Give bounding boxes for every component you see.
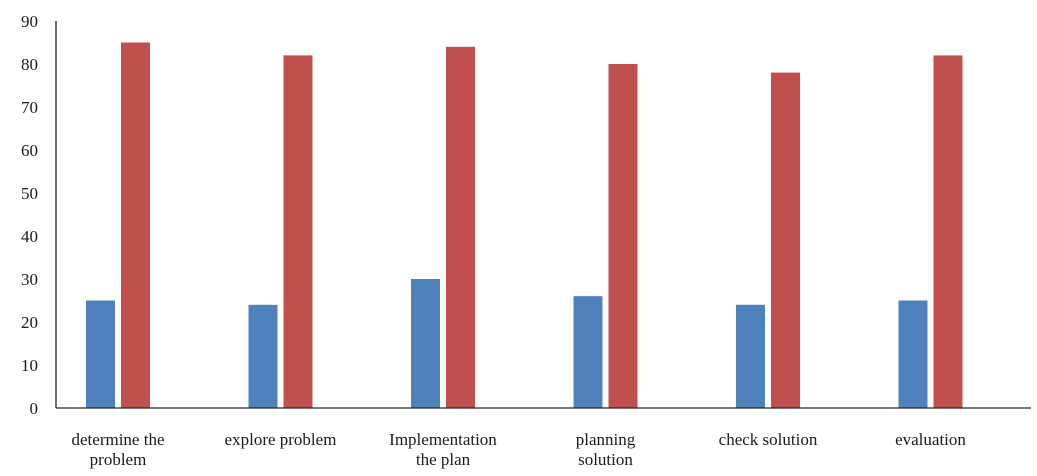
y-tick-label: 0: [30, 399, 39, 418]
x-category-label: check solution: [719, 430, 818, 449]
y-tick-label: 50: [21, 184, 38, 203]
y-tick-label: 30: [21, 270, 38, 289]
bar-series-2-4: [771, 72, 800, 408]
y-tick-label: 10: [21, 356, 38, 375]
x-category-label: explore problem: [225, 430, 337, 449]
y-tick-label: 40: [21, 227, 38, 246]
y-tick-label: 60: [21, 141, 38, 160]
x-category-label: determine the problem: [72, 430, 165, 469]
bar-series-1-4: [736, 304, 765, 408]
bar-series-2-3: [608, 64, 638, 408]
x-category-label: Implementation the plan: [389, 430, 497, 469]
x-category-label: planning solution: [576, 430, 636, 469]
bar-series-1-5: [898, 300, 928, 408]
bar-series-2-1: [283, 55, 313, 409]
x-category-label: evaluation: [895, 430, 966, 449]
bar-series-1-2: [411, 279, 440, 408]
x-axis-labels: determine the problem explore problem Imple…: [72, 430, 967, 469]
bars: [86, 42, 963, 409]
bar-series-2-2: [446, 46, 475, 409]
y-tick-label: 80: [21, 55, 38, 74]
y-tick-label: 20: [21, 313, 38, 332]
y-tick-label: 70: [21, 98, 38, 117]
bar-series-1-3: [573, 296, 603, 408]
bar-series-2-5: [933, 55, 963, 409]
bar-series-1-1: [248, 304, 278, 408]
bar-series-2-0: [121, 42, 150, 408]
y-axis-ticks: 0 10 20 30 40 50 60 70 80 90: [21, 12, 38, 418]
bar-series-1-0: [86, 300, 115, 408]
y-tick-label: 90: [21, 12, 38, 31]
